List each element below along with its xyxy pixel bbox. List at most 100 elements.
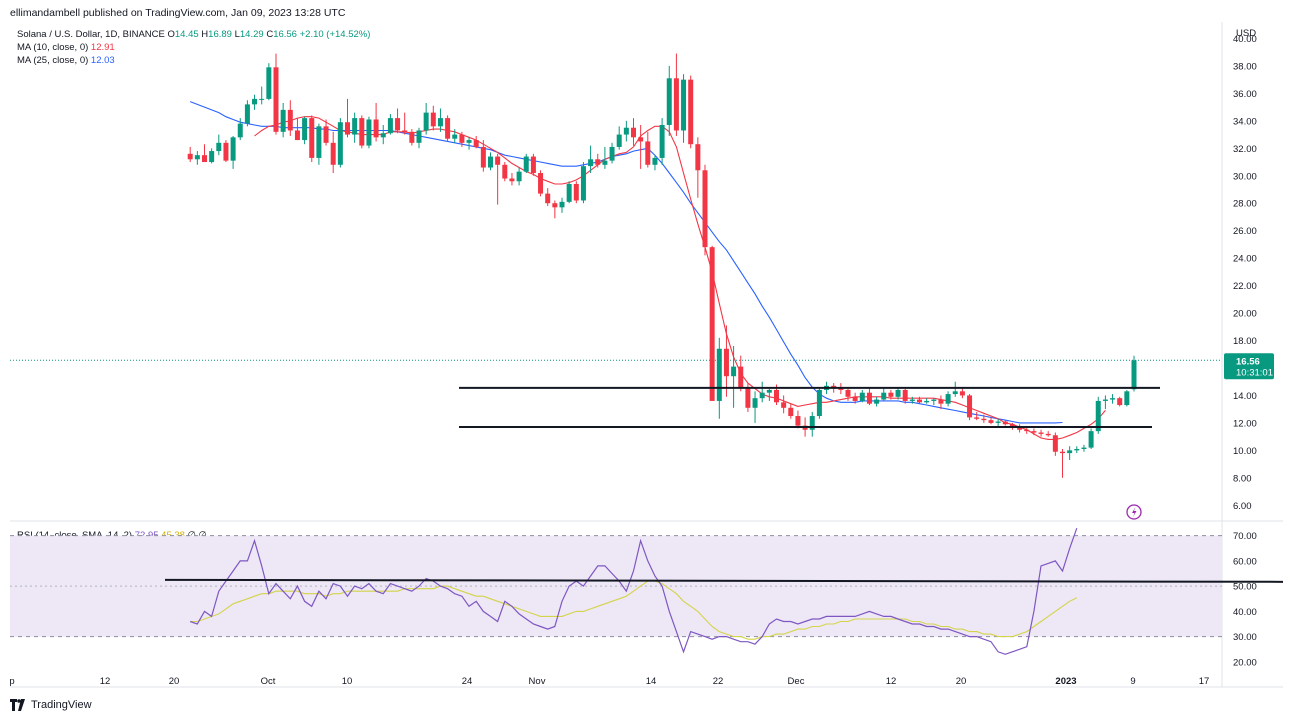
candle-body: [631, 127, 636, 138]
candle: [988, 417, 994, 425]
candle: [430, 105, 436, 131]
candle: [1024, 427, 1030, 434]
candle: [623, 120, 629, 142]
candle: [616, 126, 622, 150]
candle-body: [766, 389, 772, 393]
candle: [502, 162, 508, 182]
candle-body: [302, 118, 308, 141]
candle-body: [416, 130, 422, 143]
time-tick-label: p: [9, 676, 14, 687]
candle-body: [702, 170, 708, 248]
candle-body: [580, 166, 586, 201]
candle-body: [1024, 429, 1030, 432]
candle: [917, 396, 922, 404]
candle: [738, 355, 744, 392]
candle: [1067, 446, 1073, 460]
candle-body: [795, 416, 801, 426]
candle-body: [452, 134, 458, 139]
price-tick-label: 6.00: [1233, 501, 1252, 512]
candle-body: [902, 389, 908, 401]
price-tick-label: 12.00: [1233, 418, 1257, 429]
candle: [409, 129, 415, 146]
symbol-label: Solana / U.S. Dollar, 1D, BINANCE: [17, 29, 165, 40]
lightning-icon: [1126, 504, 1142, 520]
candle: [752, 391, 758, 423]
candle: [1095, 396, 1101, 434]
candle: [580, 162, 586, 204]
candle-body: [545, 193, 551, 204]
candle-body: [695, 144, 701, 171]
candle-body: [509, 178, 515, 182]
price-tick-label: 20.00: [1233, 309, 1257, 320]
candle: [859, 389, 865, 403]
ohlc-h: H16.89: [201, 29, 232, 40]
candle-body: [859, 392, 865, 401]
candle-body: [280, 109, 286, 132]
candle: [1117, 396, 1123, 407]
candle-body: [917, 399, 922, 403]
time-tick-label: 9: [1130, 676, 1135, 687]
candle: [588, 145, 594, 174]
candle-body: [187, 153, 193, 160]
candle: [952, 381, 958, 397]
candle-body: [723, 348, 729, 377]
candle-body: [609, 146, 615, 161]
candle: [259, 86, 265, 105]
candle-body: [287, 109, 293, 131]
candle-body: [309, 118, 315, 158]
candle: [852, 392, 858, 404]
rsi-tick-label: 40.00: [1233, 607, 1257, 618]
candle-body: [202, 155, 207, 163]
candle: [688, 75, 694, 149]
currency-label: USD: [1236, 28, 1256, 39]
candle-body: [938, 399, 944, 404]
candle: [645, 131, 651, 168]
candle-body: [945, 394, 951, 404]
candle: [723, 325, 729, 397]
candle-body: [866, 392, 872, 404]
candle: [902, 388, 908, 404]
candle-body: [874, 399, 880, 404]
candle: [788, 403, 794, 419]
time-tick-label: 10: [342, 676, 353, 687]
candle-body: [230, 137, 236, 161]
candle: [845, 388, 851, 401]
candle-body: [602, 160, 608, 165]
candle-body: [294, 130, 300, 141]
candle-body: [459, 134, 465, 143]
candle-body: [709, 247, 715, 401]
candle: [387, 113, 393, 135]
candle-body: [387, 118, 393, 134]
price-tick-label: 34.00: [1233, 116, 1257, 127]
candle-body: [437, 118, 443, 127]
candle: [216, 134, 222, 156]
price-tick-label: 28.00: [1233, 199, 1257, 210]
candle: [967, 394, 973, 421]
candle-body: [781, 402, 787, 408]
candle-body: [659, 124, 665, 158]
candle-body: [588, 159, 594, 167]
ma10-value: 12.91: [90, 42, 115, 53]
time-tick-label: Nov: [529, 676, 546, 687]
candle: [437, 108, 443, 132]
candle: [659, 118, 665, 165]
candle: [523, 153, 529, 174]
candle: [545, 188, 551, 206]
candle-body: [645, 141, 651, 165]
candle-body: [488, 156, 493, 168]
candle-body: [316, 126, 322, 158]
candle-body: [323, 126, 329, 143]
candle-body: [480, 146, 486, 168]
candle-body: [523, 156, 529, 172]
candle-body: [759, 392, 765, 399]
candle-body: [430, 112, 436, 127]
candle-body: [1088, 431, 1094, 448]
candle: [895, 387, 901, 400]
candle: [330, 131, 336, 174]
candle-body: [666, 78, 672, 125]
rsi-ma-line: [190, 580, 1078, 640]
candle: [631, 118, 636, 146]
candle: [566, 181, 572, 204]
candle-body: [466, 140, 472, 143]
